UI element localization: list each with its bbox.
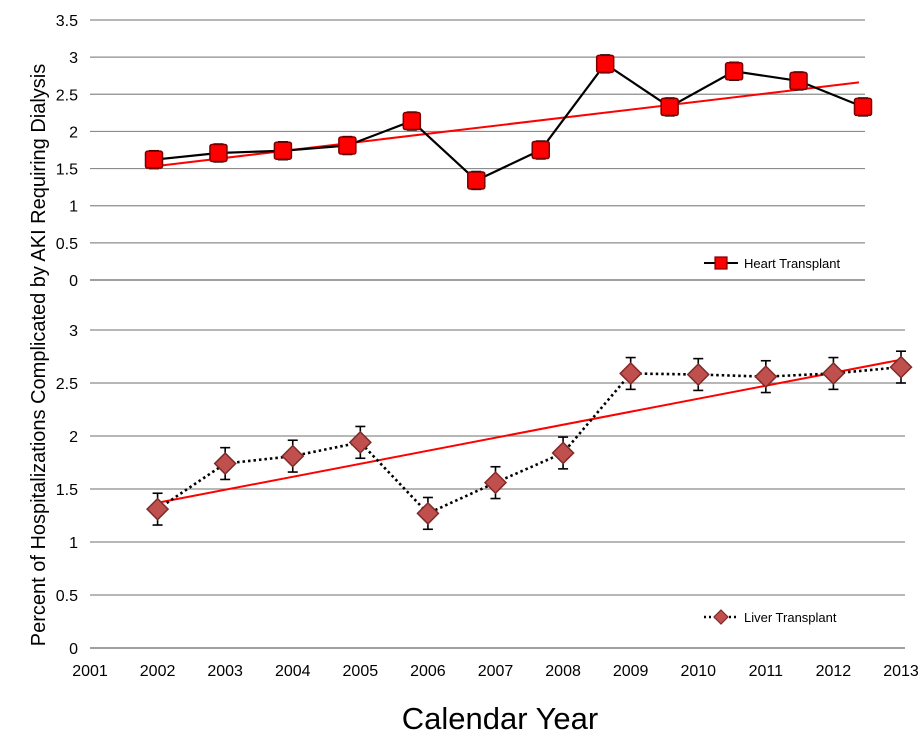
data-point (273, 141, 293, 160)
data-point (483, 471, 508, 495)
y-tick-label: 0.5 (56, 588, 78, 605)
data-point (402, 111, 422, 131)
data-point (724, 62, 744, 81)
y-tick-label: 1 (69, 535, 78, 552)
data-point (348, 430, 372, 454)
y-tick-label: 3 (69, 50, 78, 67)
data-point (467, 171, 486, 190)
data-point (209, 143, 228, 163)
y-tick-label: 1.5 (56, 162, 78, 179)
x-tick-label: 2002 (140, 663, 176, 680)
legend-marker (714, 256, 728, 270)
data-point (686, 362, 710, 387)
trendline (157, 358, 902, 504)
legend-label: Liver Transplant (744, 610, 837, 625)
legend-label: Heart Transplant (744, 256, 840, 271)
data-point (338, 136, 357, 155)
data-point (889, 355, 913, 379)
x-tick-label: 2007 (478, 663, 514, 680)
x-tick-label: 2003 (207, 663, 243, 680)
x-tick-label: 2005 (343, 663, 379, 680)
panel-heart: 0 0.5 1 1.5 2 2.5 3 3.5 Heart Transplant (56, 13, 873, 290)
data-point (531, 140, 550, 160)
x-tick-label: 2011 (749, 663, 784, 680)
data-point (619, 361, 643, 386)
data-point (821, 361, 845, 386)
data-point (660, 97, 679, 117)
data-point (595, 54, 615, 74)
data-point (416, 501, 440, 525)
x-tick-label: 2010 (680, 663, 716, 680)
x-tick-label: 2009 (613, 663, 649, 680)
y-tick-label: 2 (69, 429, 78, 446)
y-tick-label: 2.5 (56, 376, 78, 393)
y-tick-label: 3 (69, 323, 78, 340)
x-tick-label: 2004 (275, 663, 311, 680)
series-line (156, 365, 902, 515)
data-point (853, 97, 873, 117)
chart-panels: 0 0.5 1 1.5 2 2.5 3 3.5 Heart Transplant 0 0.5 1 1.5… (56, 13, 919, 680)
data-point (146, 497, 170, 521)
legend-marker (713, 609, 729, 625)
x-tick-label: 2001 (72, 663, 108, 680)
x-tick-label: 2013 (883, 663, 919, 680)
y-tick-label: 3.5 (56, 13, 78, 30)
trendline (153, 81, 860, 168)
y-tick-label: 0.5 (56, 236, 78, 253)
y-tick-label: 0 (69, 641, 78, 658)
series-line (153, 62, 864, 182)
x-tick-label: 2012 (816, 663, 852, 680)
y-tick-label: 2.5 (56, 87, 78, 104)
y-tick-label: 0 (69, 273, 78, 290)
y-axis-label: Percent of Hospitalizations Complicated … (28, 64, 50, 647)
y-tick-label: 2 (69, 124, 78, 141)
data-point (789, 71, 808, 91)
data-point (551, 441, 575, 465)
x-axis-label: Calendar Year (402, 701, 599, 733)
x-tick-label: 2008 (545, 663, 581, 680)
data-point (213, 451, 237, 476)
x-tick-label: 2006 (410, 663, 446, 680)
panel-liver: 0 0.5 1 1.5 2 2.5 3 2001 2002 2003 2004 2005 2006 200… (56, 323, 919, 680)
y-tick-label: 1 (69, 199, 78, 216)
data-point (754, 365, 778, 389)
y-tick-label: 1.5 (56, 482, 78, 499)
data-point (144, 150, 164, 169)
data-point (281, 444, 305, 468)
